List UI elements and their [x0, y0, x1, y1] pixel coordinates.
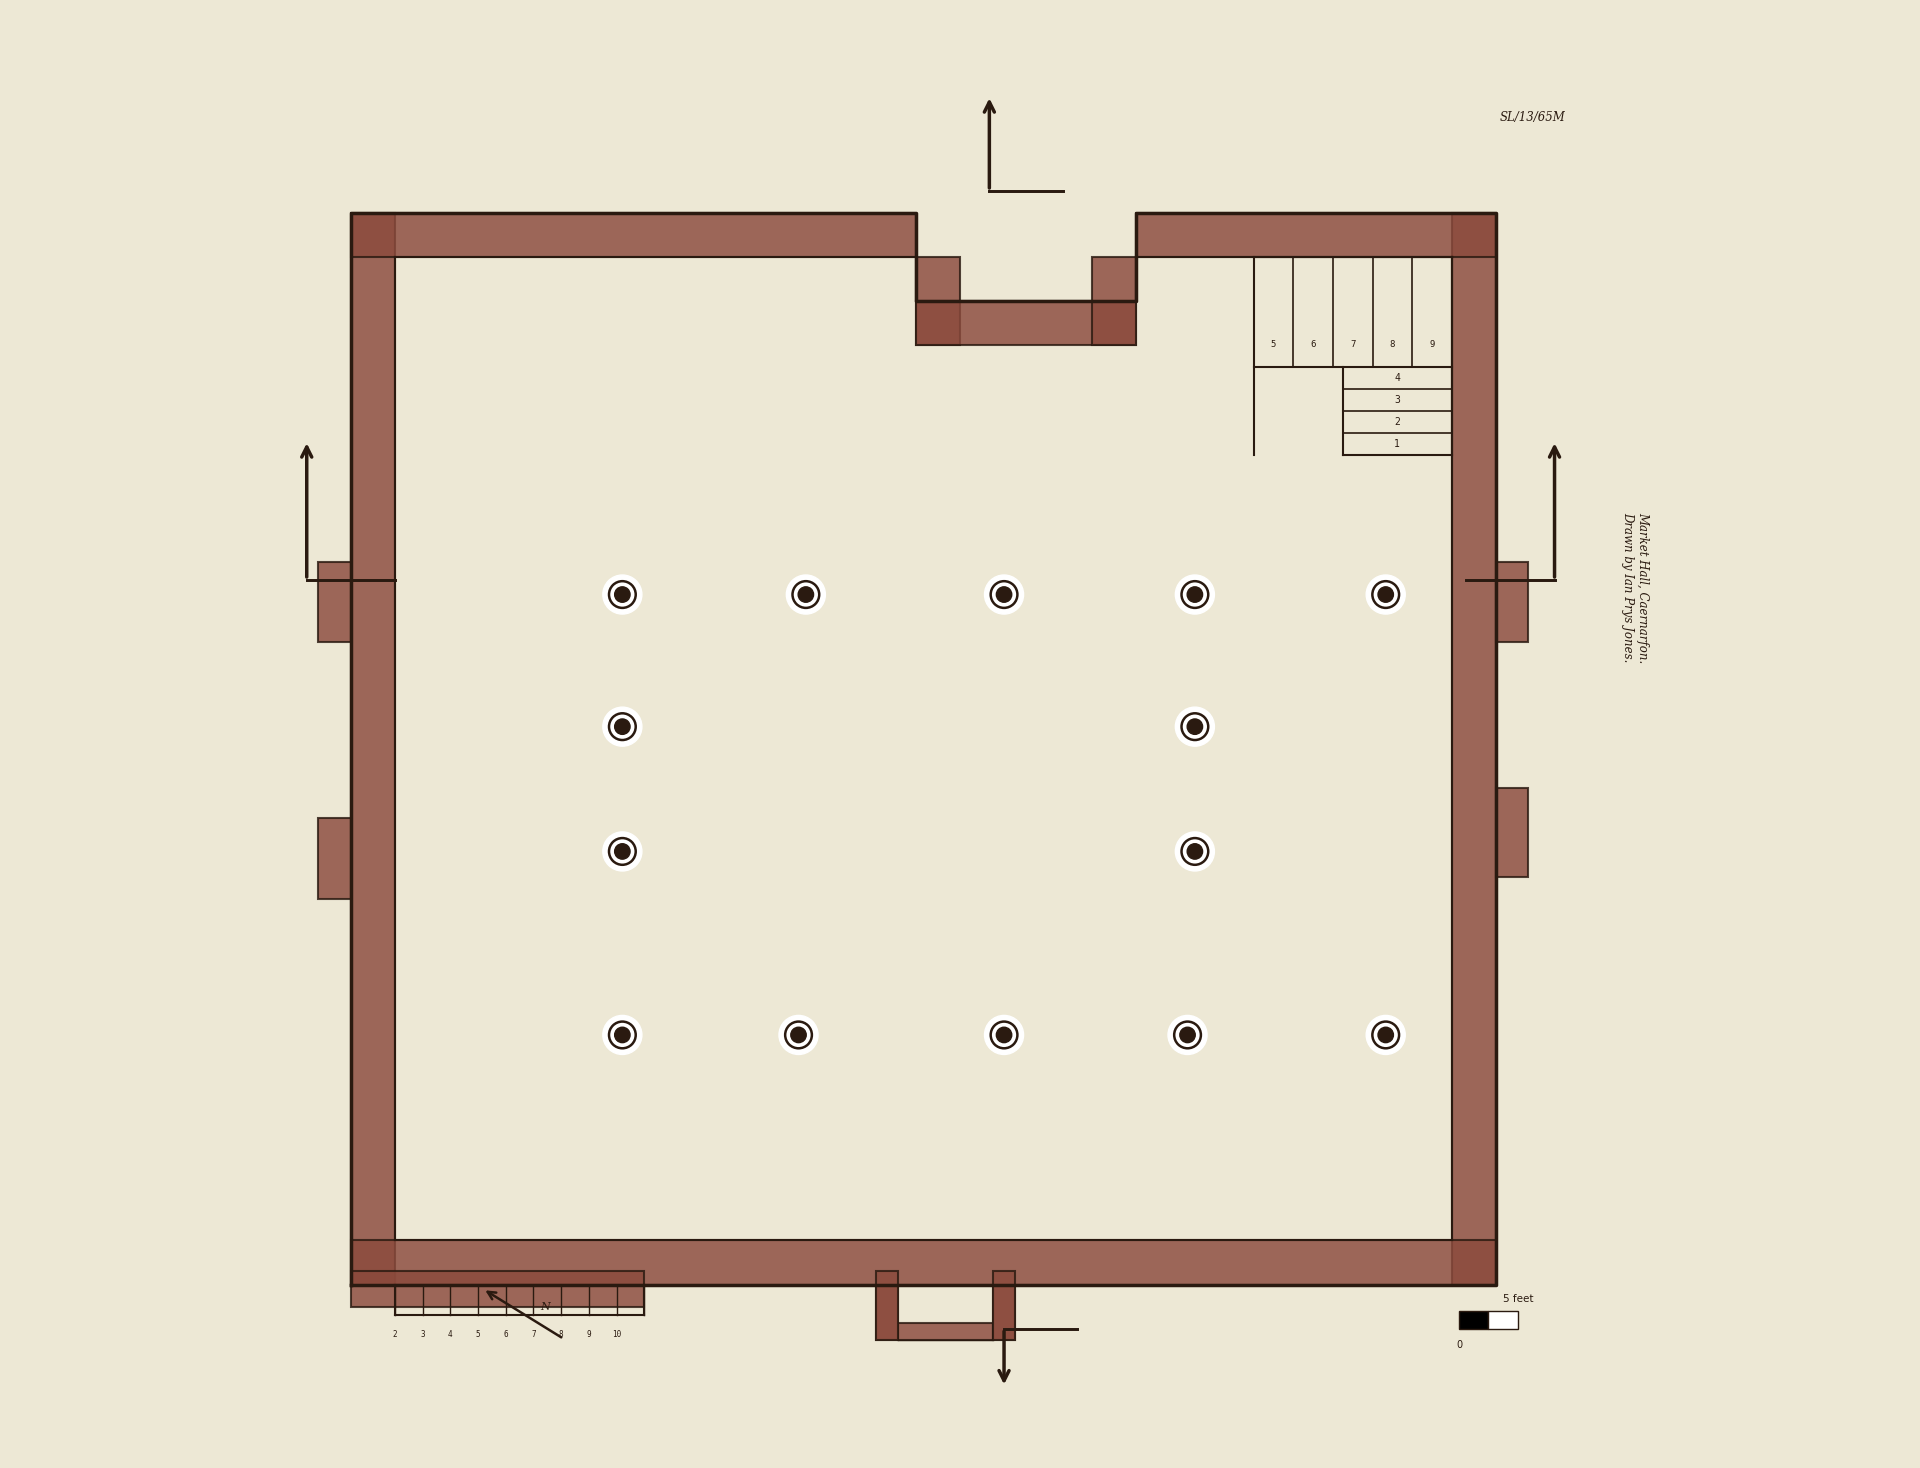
- Circle shape: [603, 1016, 641, 1054]
- Text: 3: 3: [1394, 395, 1400, 405]
- Circle shape: [1181, 838, 1208, 865]
- Circle shape: [609, 713, 636, 740]
- Circle shape: [614, 844, 630, 859]
- Circle shape: [1373, 1022, 1400, 1048]
- Circle shape: [1187, 844, 1202, 859]
- Text: 2: 2: [392, 1330, 397, 1339]
- Circle shape: [996, 587, 1012, 602]
- Text: 0: 0: [1455, 1340, 1463, 1351]
- Bar: [916, 257, 960, 345]
- Circle shape: [785, 1022, 812, 1048]
- Circle shape: [1379, 587, 1394, 602]
- Circle shape: [1181, 713, 1208, 740]
- Circle shape: [1167, 1016, 1208, 1054]
- Bar: [319, 819, 351, 898]
- Bar: [1452, 213, 1496, 1284]
- Bar: [899, 1323, 993, 1340]
- Circle shape: [603, 832, 641, 871]
- Text: 10: 10: [612, 1330, 622, 1339]
- Circle shape: [1175, 1022, 1200, 1048]
- Bar: [351, 213, 916, 257]
- Circle shape: [791, 1028, 806, 1042]
- Bar: [1459, 1311, 1488, 1329]
- Circle shape: [985, 575, 1023, 614]
- Text: 5 feet: 5 feet: [1503, 1293, 1532, 1304]
- Text: N: N: [540, 1302, 551, 1311]
- Text: 2: 2: [1394, 417, 1400, 427]
- Bar: [993, 1271, 1016, 1340]
- Circle shape: [1181, 581, 1208, 608]
- Circle shape: [1179, 1028, 1196, 1042]
- Circle shape: [609, 1022, 636, 1048]
- Circle shape: [991, 581, 1018, 608]
- Bar: [351, 1271, 645, 1307]
- Circle shape: [609, 581, 636, 608]
- Text: 9: 9: [1428, 341, 1434, 349]
- Circle shape: [1175, 832, 1215, 871]
- Bar: [916, 301, 1137, 345]
- Bar: [1496, 562, 1528, 643]
- Circle shape: [614, 587, 630, 602]
- Circle shape: [603, 708, 641, 746]
- Text: 8: 8: [1390, 341, 1396, 349]
- Circle shape: [996, 1028, 1012, 1042]
- Circle shape: [614, 719, 630, 734]
- Circle shape: [609, 838, 636, 865]
- Text: 4: 4: [447, 1330, 453, 1339]
- Bar: [319, 562, 351, 643]
- Circle shape: [1175, 575, 1215, 614]
- Text: 7: 7: [532, 1330, 536, 1339]
- Text: 1: 1: [1394, 439, 1400, 449]
- Bar: [351, 213, 396, 1284]
- Text: 5: 5: [1271, 341, 1277, 349]
- Bar: [351, 1240, 1496, 1284]
- Text: 9: 9: [588, 1330, 591, 1339]
- Text: 7: 7: [1350, 341, 1356, 349]
- Circle shape: [1367, 1016, 1405, 1054]
- Circle shape: [780, 1016, 818, 1054]
- Circle shape: [787, 575, 826, 614]
- Circle shape: [991, 1022, 1018, 1048]
- Text: Market Hall, Caernarfon.
Drawn by Ian Prys Jones.: Market Hall, Caernarfon. Drawn by Ian Pr…: [1620, 511, 1649, 664]
- Text: 5: 5: [476, 1330, 480, 1339]
- Circle shape: [603, 575, 641, 614]
- Circle shape: [1187, 587, 1202, 602]
- Bar: [1092, 257, 1137, 345]
- Text: 6: 6: [503, 1330, 509, 1339]
- Bar: [993, 1284, 1016, 1340]
- Bar: [876, 1271, 899, 1340]
- Text: 4: 4: [1394, 373, 1400, 383]
- Circle shape: [1175, 708, 1215, 746]
- Bar: [876, 1284, 899, 1340]
- Circle shape: [1367, 575, 1405, 614]
- Bar: [1496, 788, 1528, 878]
- Circle shape: [1373, 581, 1400, 608]
- Circle shape: [793, 581, 820, 608]
- Bar: [1137, 213, 1496, 257]
- Text: 6: 6: [1309, 341, 1315, 349]
- Circle shape: [614, 1028, 630, 1042]
- Text: SL/13/65M: SL/13/65M: [1500, 112, 1565, 123]
- Bar: [1488, 1311, 1519, 1329]
- Text: 3: 3: [420, 1330, 424, 1339]
- Text: 8: 8: [559, 1330, 563, 1339]
- Circle shape: [1379, 1028, 1394, 1042]
- Circle shape: [985, 1016, 1023, 1054]
- Circle shape: [799, 587, 814, 602]
- Circle shape: [1187, 719, 1202, 734]
